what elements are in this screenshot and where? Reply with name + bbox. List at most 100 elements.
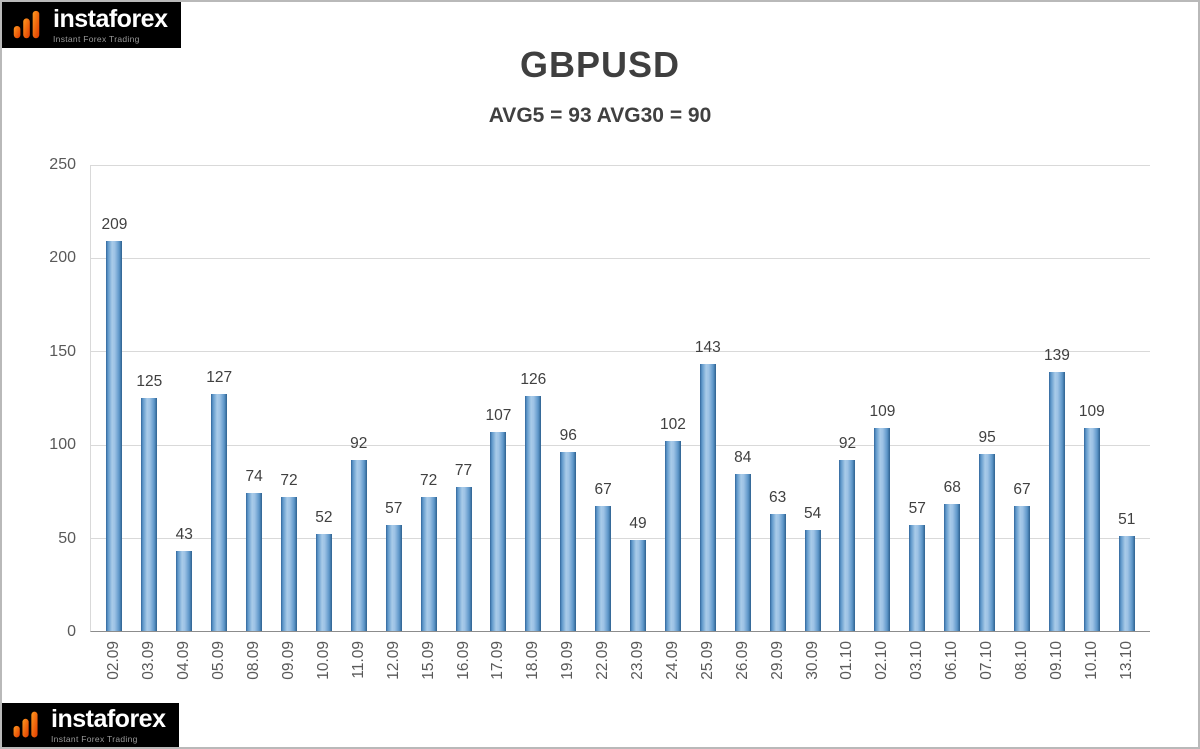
bar: [1118, 535, 1135, 631]
gridline: [91, 258, 1150, 260]
logo-brand: instaforex: [53, 4, 168, 33]
x-axis-category-label: 05.09: [210, 641, 228, 680]
x-axis-category-label: 29.09: [768, 641, 786, 680]
bar: [141, 398, 158, 631]
logo-text: instaforex Instant Forex Trading: [51, 704, 166, 744]
chart-title: GBPUSD: [519, 44, 681, 85]
bar-value-label: 92: [838, 434, 857, 452]
bar-slot: 209 02.09: [97, 165, 132, 679]
bar-slot: 52 10.09: [306, 165, 341, 680]
bar-slot: 77 16.09: [446, 165, 481, 679]
bar: [595, 506, 612, 631]
bar-slot: 54 30.09: [795, 165, 830, 679]
bar-slot: 126 18.09: [516, 165, 551, 680]
bar-value-label: 143: [694, 339, 721, 357]
bar-slot: 68 06.10: [935, 165, 970, 680]
bar-slot: 67 08.10: [1005, 165, 1040, 680]
logo-tagline: Instant Forex Trading: [51, 733, 138, 744]
bar-value-label: 57: [908, 499, 926, 517]
x-axis-category-label: 25.09: [698, 641, 716, 680]
bar: [874, 427, 891, 631]
bar-value-label: 96: [559, 427, 577, 445]
x-axis-category-label: 30.09: [803, 641, 821, 680]
bar-slot: 57 12.09: [376, 165, 411, 680]
bar-value-label: 209: [101, 216, 128, 234]
gridline: [91, 351, 1150, 353]
logo-brand: instaforex: [51, 704, 166, 733]
x-axis-category-label: 18.09: [524, 641, 542, 680]
bar-slot: 72 15.09: [411, 165, 446, 680]
bar-value-label: 74: [245, 468, 263, 486]
plot-area: 209 02.09 125 03.09 43 04.09 127 05.09 74 08.09 72…: [90, 165, 1150, 680]
chart-subtitle: AVG5 = 93 AVG30 = 90: [488, 104, 712, 127]
bar: [455, 487, 472, 631]
x-axis-category-label: 03.10: [908, 641, 926, 680]
bar: [176, 550, 193, 631]
instaforex-logo-bottom: instaforex Instant Forex Trading: [2, 703, 180, 747]
bar-value-label: 63: [769, 488, 787, 506]
bar-slot: 43 04.09: [167, 165, 202, 680]
x-axis-category-label: 26.09: [733, 641, 751, 680]
x-axis-category-label: 06.10: [943, 641, 961, 680]
y-axis-tick-label: 50: [58, 529, 76, 547]
x-axis-category-label: 02.10: [873, 641, 891, 680]
x-axis-category-label: 13.10: [1117, 641, 1135, 680]
bar-slot: 96 19.09: [551, 165, 586, 680]
x-axis-category-label: 11.09: [349, 641, 367, 679]
bar-value-label: 109: [869, 402, 896, 420]
bar-value-label: 51: [1118, 510, 1136, 528]
x-axis-category-label: 01.10: [838, 641, 856, 680]
y-axis: 0 50 100 150 200 250: [30, 156, 82, 640]
bar: [979, 453, 996, 631]
bar-value-label: 102: [660, 415, 686, 433]
x-axis-category-label: 23.09: [629, 641, 647, 680]
x-axis-category-label: 22.09: [594, 641, 612, 680]
y-axis-tick-label: 100: [49, 436, 76, 454]
bar-slot: 92 11.09: [341, 165, 376, 679]
x-axis-category-label: 09.10: [1047, 641, 1065, 680]
bar: [560, 452, 577, 631]
bar-slot: 139 09.10: [1039, 165, 1074, 680]
bar-value-label: 92: [350, 434, 368, 452]
x-axis-category-label: 08.09: [245, 641, 263, 680]
bar-series: 209 02.09 125 03.09 43 04.09 127 05.09 74 08.09 72…: [97, 165, 1144, 680]
x-axis-category-label: 04.09: [175, 641, 193, 680]
bar: [839, 459, 856, 631]
logo-text: instaforex Instant Forex Trading: [53, 4, 168, 44]
x-axis-category-label: 09.09: [279, 641, 297, 680]
bar-value-label: 77: [454, 462, 473, 480]
x-axis-category-label: 08.10: [1013, 641, 1031, 680]
bar-slot: 49 23.09: [621, 165, 656, 680]
bar-value-label: 68: [943, 479, 961, 497]
bar: [350, 459, 367, 631]
bar-slot: 125 03.09: [132, 165, 167, 680]
x-axis-category-label: 16.09: [454, 641, 472, 680]
bar-slot: 102 24.09: [656, 165, 691, 680]
bar: [211, 394, 228, 631]
bar: [664, 440, 681, 631]
bar-value-label: 126: [520, 371, 547, 389]
bar: [1083, 427, 1100, 631]
bar: [280, 496, 297, 631]
bar-value-label: 72: [419, 471, 438, 489]
x-axis-category-label: 19.09: [559, 641, 577, 680]
gridline: [91, 537, 1150, 539]
bar-value-label: 52: [315, 509, 333, 527]
instaforex-logo-top: instaforex Instant Forex Trading: [2, 2, 182, 48]
bar-value-label: 125: [136, 373, 163, 390]
bar: [769, 513, 786, 631]
bar-slot: 92 01.10: [830, 165, 865, 680]
y-axis-tick-label: 200: [49, 249, 76, 267]
bar-slot: 127 05.09: [202, 165, 237, 680]
bar: [246, 493, 263, 631]
x-axis-category-label: 24.09: [663, 641, 681, 680]
bar: [490, 431, 507, 631]
y-axis-tick-label: 250: [49, 156, 76, 173]
bar-slot: 72 09.09: [272, 165, 307, 680]
x-axis-category-label: 10.09: [314, 641, 332, 680]
bar-value-label: 84: [734, 449, 752, 467]
instaforex-logo-icon: [13, 10, 40, 39]
bar-value-label: 43: [175, 525, 193, 543]
bar-value-label: 95: [978, 428, 996, 446]
